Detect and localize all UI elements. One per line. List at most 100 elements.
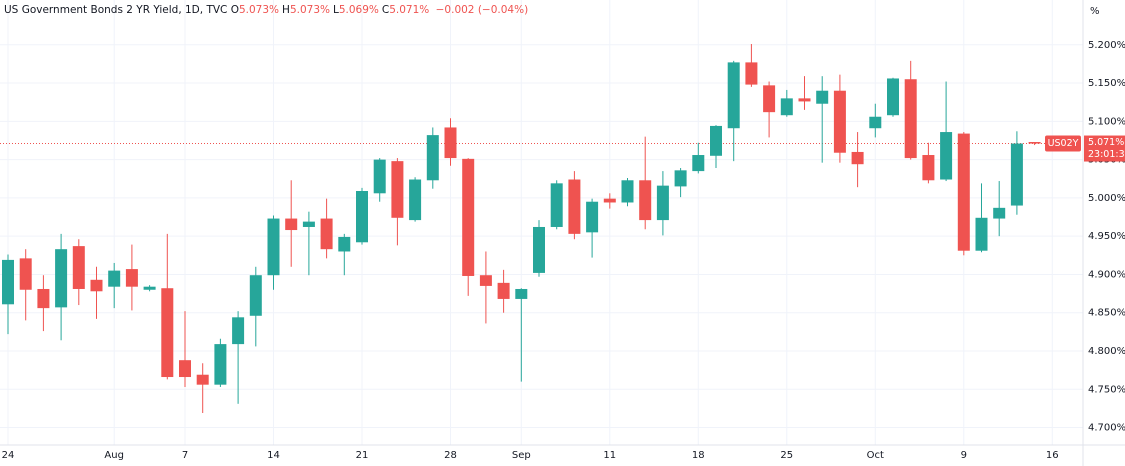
candle-body bbox=[904, 79, 917, 159]
candle-body bbox=[639, 180, 652, 221]
candle-body bbox=[1010, 143, 1023, 206]
candle-body bbox=[161, 288, 174, 378]
candle-body bbox=[993, 207, 1006, 219]
candle-body bbox=[444, 127, 457, 159]
candle-body bbox=[426, 135, 439, 181]
ohlc-key: C bbox=[381, 4, 390, 16]
candle-body bbox=[710, 125, 722, 156]
chart-title: US Government Bonds 2 YR Yield, 1D, TVC bbox=[4, 4, 228, 16]
candle-body bbox=[833, 90, 846, 153]
candle-body bbox=[409, 179, 422, 221]
candle-body bbox=[462, 158, 475, 276]
candle-body bbox=[108, 270, 121, 287]
y-tick-label: 4.850% bbox=[1088, 308, 1125, 319]
candle-body bbox=[37, 288, 50, 309]
y-tick-label: 4.950% bbox=[1088, 231, 1125, 242]
candle-body bbox=[586, 201, 599, 233]
candle-body bbox=[373, 159, 386, 194]
candle-body bbox=[568, 179, 581, 234]
x-tick-label: 25 bbox=[780, 450, 793, 461]
candle-body bbox=[674, 170, 687, 187]
candle-body bbox=[887, 78, 899, 116]
candle-body bbox=[515, 288, 528, 299]
x-tick-label: 18 bbox=[692, 450, 705, 461]
y-tick-label: 5.150% bbox=[1088, 78, 1125, 89]
x-tick-label: 14 bbox=[267, 450, 280, 461]
x-tick-label: 9 bbox=[961, 450, 967, 461]
ohlc-key: H bbox=[282, 4, 290, 16]
candle-body bbox=[232, 317, 245, 345]
x-tick-label: Sep bbox=[512, 450, 531, 461]
change: −0.002 (−0.04%) bbox=[435, 4, 529, 16]
x-tick-label: 28 bbox=[444, 450, 457, 461]
countdown: 23:01:37 bbox=[1088, 149, 1125, 160]
candle-body bbox=[922, 155, 935, 181]
candle-body bbox=[2, 259, 14, 305]
candle-body bbox=[179, 360, 191, 378]
candle-body bbox=[143, 286, 156, 290]
ohlc-value: 5.073% bbox=[238, 4, 280, 16]
candle-body bbox=[816, 90, 829, 104]
candle-body bbox=[72, 246, 85, 289]
x-tick-label: 7 bbox=[182, 450, 188, 461]
candle-body bbox=[302, 221, 315, 227]
candle-body bbox=[798, 98, 811, 102]
x-tick-label: 24 bbox=[2, 450, 15, 461]
candle-body bbox=[727, 62, 740, 129]
candle-body bbox=[869, 116, 882, 129]
last-price-label: 5.071% bbox=[1088, 137, 1124, 148]
x-tick-label: Oct bbox=[867, 450, 884, 461]
ohlc-value: 5.069% bbox=[338, 4, 379, 16]
candle-body bbox=[550, 183, 563, 227]
candle-body bbox=[533, 226, 545, 273]
candle-body bbox=[621, 180, 634, 203]
candle-body bbox=[780, 98, 793, 116]
candle-body bbox=[745, 62, 758, 85]
candle-body bbox=[196, 374, 209, 385]
candle-body bbox=[214, 344, 227, 385]
y-tick-label: 4.700% bbox=[1088, 423, 1125, 434]
ohlc-value: 5.073% bbox=[289, 4, 330, 16]
candle-body bbox=[285, 218, 298, 231]
x-tick-label: 16 bbox=[1046, 450, 1059, 461]
chart-header: US Government Bonds 2 YR Yield, 1D, TVC … bbox=[4, 4, 531, 16]
ohlc-key: O bbox=[230, 4, 239, 16]
axis-unit: % bbox=[1090, 6, 1100, 17]
candle-body bbox=[851, 151, 864, 165]
x-tick-label: 11 bbox=[603, 450, 616, 461]
y-tick-label: 5.200% bbox=[1088, 40, 1125, 51]
candle-body bbox=[497, 282, 510, 299]
candle-body bbox=[603, 198, 616, 203]
candle-body bbox=[338, 236, 351, 252]
x-tick-label: Aug bbox=[104, 450, 124, 461]
candle-body bbox=[1028, 142, 1041, 144]
candle-body bbox=[19, 258, 32, 290]
y-tick-label: 4.900% bbox=[1088, 269, 1125, 280]
candle-body bbox=[692, 155, 705, 172]
candle-body bbox=[763, 85, 776, 113]
x-tick-label: 21 bbox=[356, 450, 369, 461]
candle-body bbox=[940, 132, 953, 180]
candle-body bbox=[249, 275, 262, 316]
candle-body bbox=[391, 161, 404, 218]
candle-body bbox=[975, 217, 988, 251]
ohlc-key: L bbox=[332, 4, 339, 16]
candle-body bbox=[957, 133, 970, 251]
ohlc-value: 5.071% bbox=[389, 4, 430, 16]
y-tick-label: 4.800% bbox=[1088, 346, 1125, 357]
candle-body bbox=[125, 269, 138, 287]
candle-body bbox=[55, 249, 68, 308]
candle-body bbox=[656, 185, 669, 221]
symbol-label: US02Y bbox=[1048, 138, 1079, 149]
candle-body bbox=[479, 275, 492, 286]
y-tick-label: 4.750% bbox=[1088, 384, 1125, 395]
candle-body bbox=[90, 279, 103, 292]
price-badge bbox=[1084, 135, 1125, 162]
candle-body bbox=[267, 218, 280, 276]
candle-body bbox=[320, 218, 333, 250]
symbol-badge bbox=[1045, 135, 1081, 152]
y-tick-label: 5.000% bbox=[1088, 193, 1125, 204]
ohlc-legend: O5.073% H5.073% L5.069% C5.071% bbox=[231, 4, 433, 16]
